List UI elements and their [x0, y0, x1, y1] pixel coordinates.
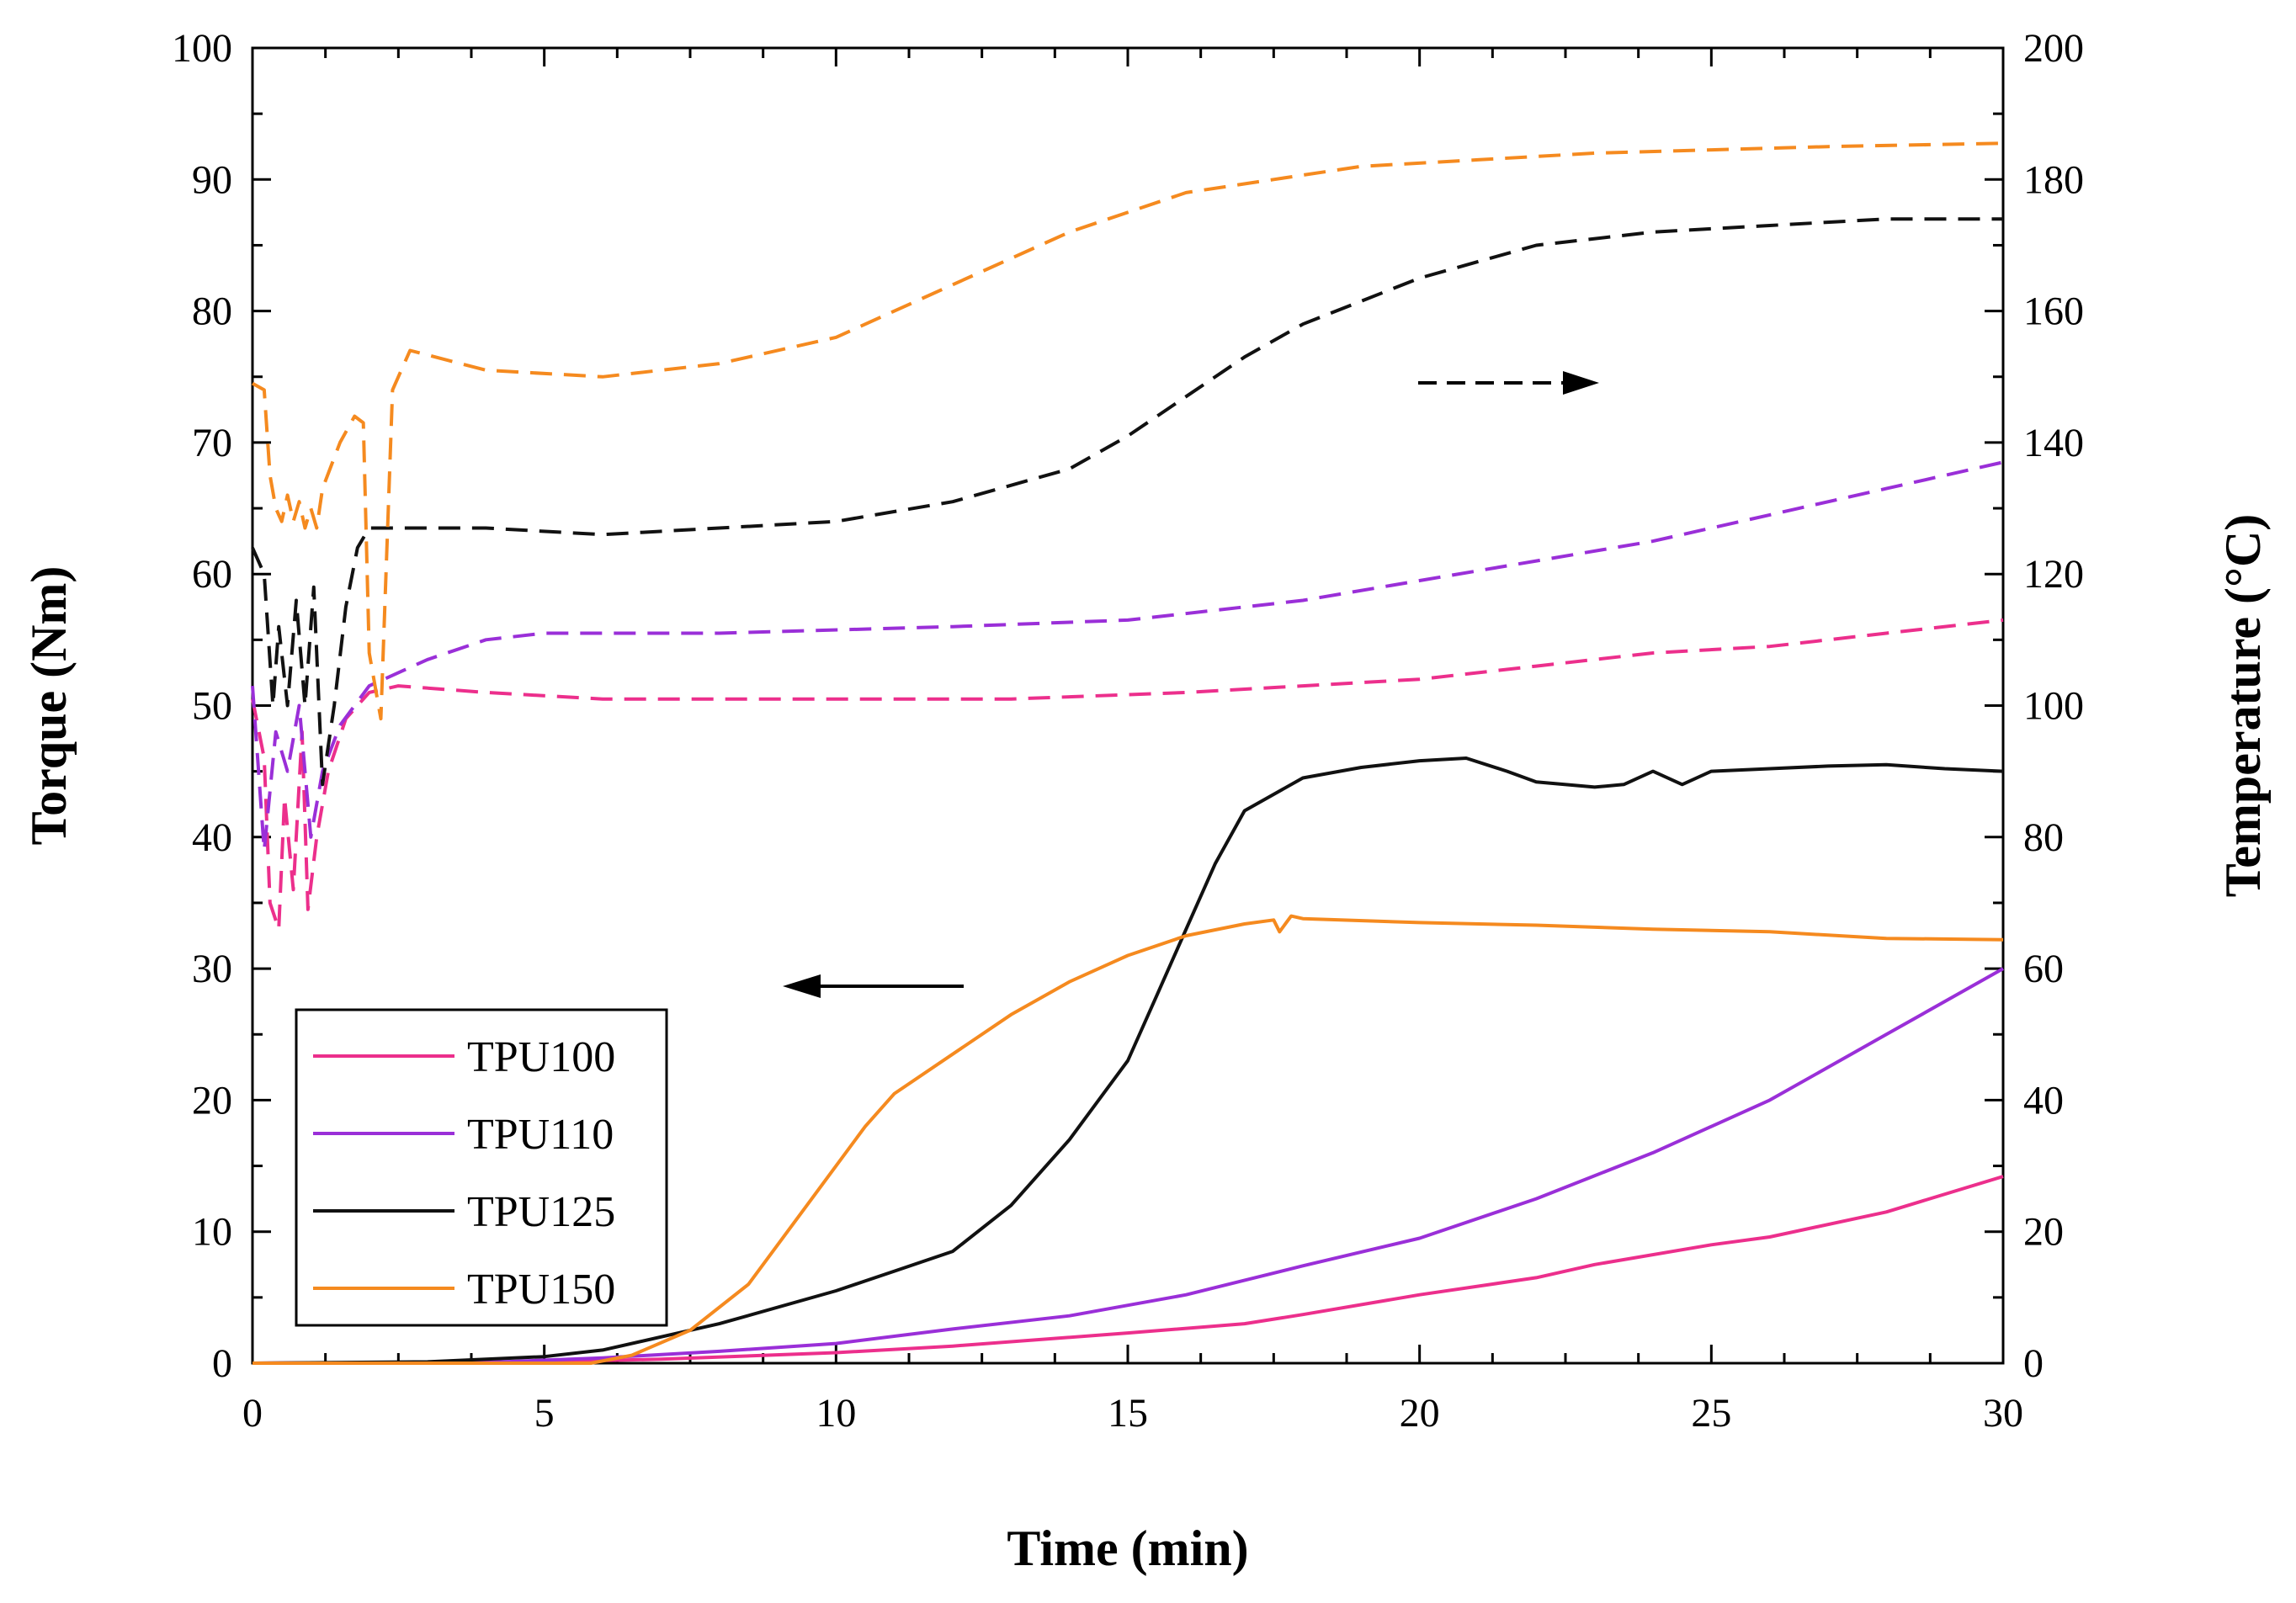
tpu150-temperature-line — [252, 141, 2004, 721]
x-tick-label: 10 — [816, 1391, 856, 1436]
x-tick-label: 0 — [242, 1391, 263, 1436]
y-left-tick-label: 10 — [192, 1210, 232, 1255]
tpu150-torque-line — [252, 914, 2004, 1365]
x-tick-label: 15 — [1108, 1391, 1148, 1436]
x-axis-title: Time (min) — [1007, 1521, 1248, 1576]
y-left-tick-label: 80 — [192, 289, 232, 334]
left-arrow-head — [783, 974, 821, 998]
y-left-axis-title: Torque (Nm) — [21, 566, 77, 846]
y-left-tick-label: 70 — [192, 421, 232, 465]
tpu125-torque-line — [252, 756, 2004, 1365]
tpu100-temperature-line — [251, 618, 2004, 932]
x-tick-label: 5 — [534, 1391, 555, 1436]
y-left-tick-label: 30 — [192, 947, 232, 991]
axes: 0 5 10 15 20 25 300102030405060708090100020406… — [21, 26, 2271, 1576]
tpu100-torque-line — [252, 1175, 2004, 1365]
series-layer — [251, 141, 2004, 1365]
y-right-tick-label: 140 — [2023, 421, 2084, 465]
y-right-tick-label: 60 — [2023, 947, 2064, 991]
legend-label-tpu100: TPU100 — [467, 1033, 615, 1081]
y-left-tick-label: 20 — [192, 1078, 232, 1123]
y-left-tick-label: 60 — [192, 552, 232, 597]
y-left-tick-label: 40 — [192, 815, 232, 860]
annotations — [783, 371, 1599, 998]
legend-label-tpu125: TPU125 — [467, 1188, 615, 1236]
y-right-axis-title: Temperature (°C) — [2215, 514, 2271, 898]
y-right-tick-label: 160 — [2023, 289, 2084, 334]
x-tick-label: 30 — [1983, 1391, 2023, 1436]
y-right-tick-label: 80 — [2023, 815, 2064, 860]
tpu125-temperature-line — [251, 217, 2003, 787]
y-right-tick-label: 180 — [2023, 157, 2084, 202]
y-right-tick-label: 200 — [2023, 26, 2084, 71]
legend-label-tpu110: TPU110 — [467, 1111, 614, 1159]
y-left-tick-label: 0 — [212, 1341, 232, 1386]
y-right-tick-label: 40 — [2023, 1078, 2064, 1123]
right-arrow-head — [1563, 371, 1599, 395]
y-right-tick-label: 20 — [2023, 1210, 2064, 1255]
y-left-tick-label: 90 — [192, 157, 232, 202]
y-left-tick-label: 50 — [192, 684, 232, 729]
legend-box — [295, 1008, 668, 1327]
x-tick-label: 25 — [1691, 1391, 1731, 1436]
x-tick-label: 20 — [1400, 1391, 1440, 1436]
tpu110-temperature-line — [251, 460, 2004, 852]
y-right-tick-label: 0 — [2023, 1341, 2044, 1386]
legend-label-tpu150: TPU150 — [467, 1266, 615, 1314]
tpu110-torque-line — [252, 967, 2004, 1365]
y-left-tick-label: 100 — [172, 26, 232, 71]
y-right-tick-label: 100 — [2023, 684, 2084, 729]
legend: TPU100 TPU110 TPU125 TPU150 — [295, 1008, 668, 1327]
y-right-tick-label: 120 — [2023, 552, 2084, 597]
